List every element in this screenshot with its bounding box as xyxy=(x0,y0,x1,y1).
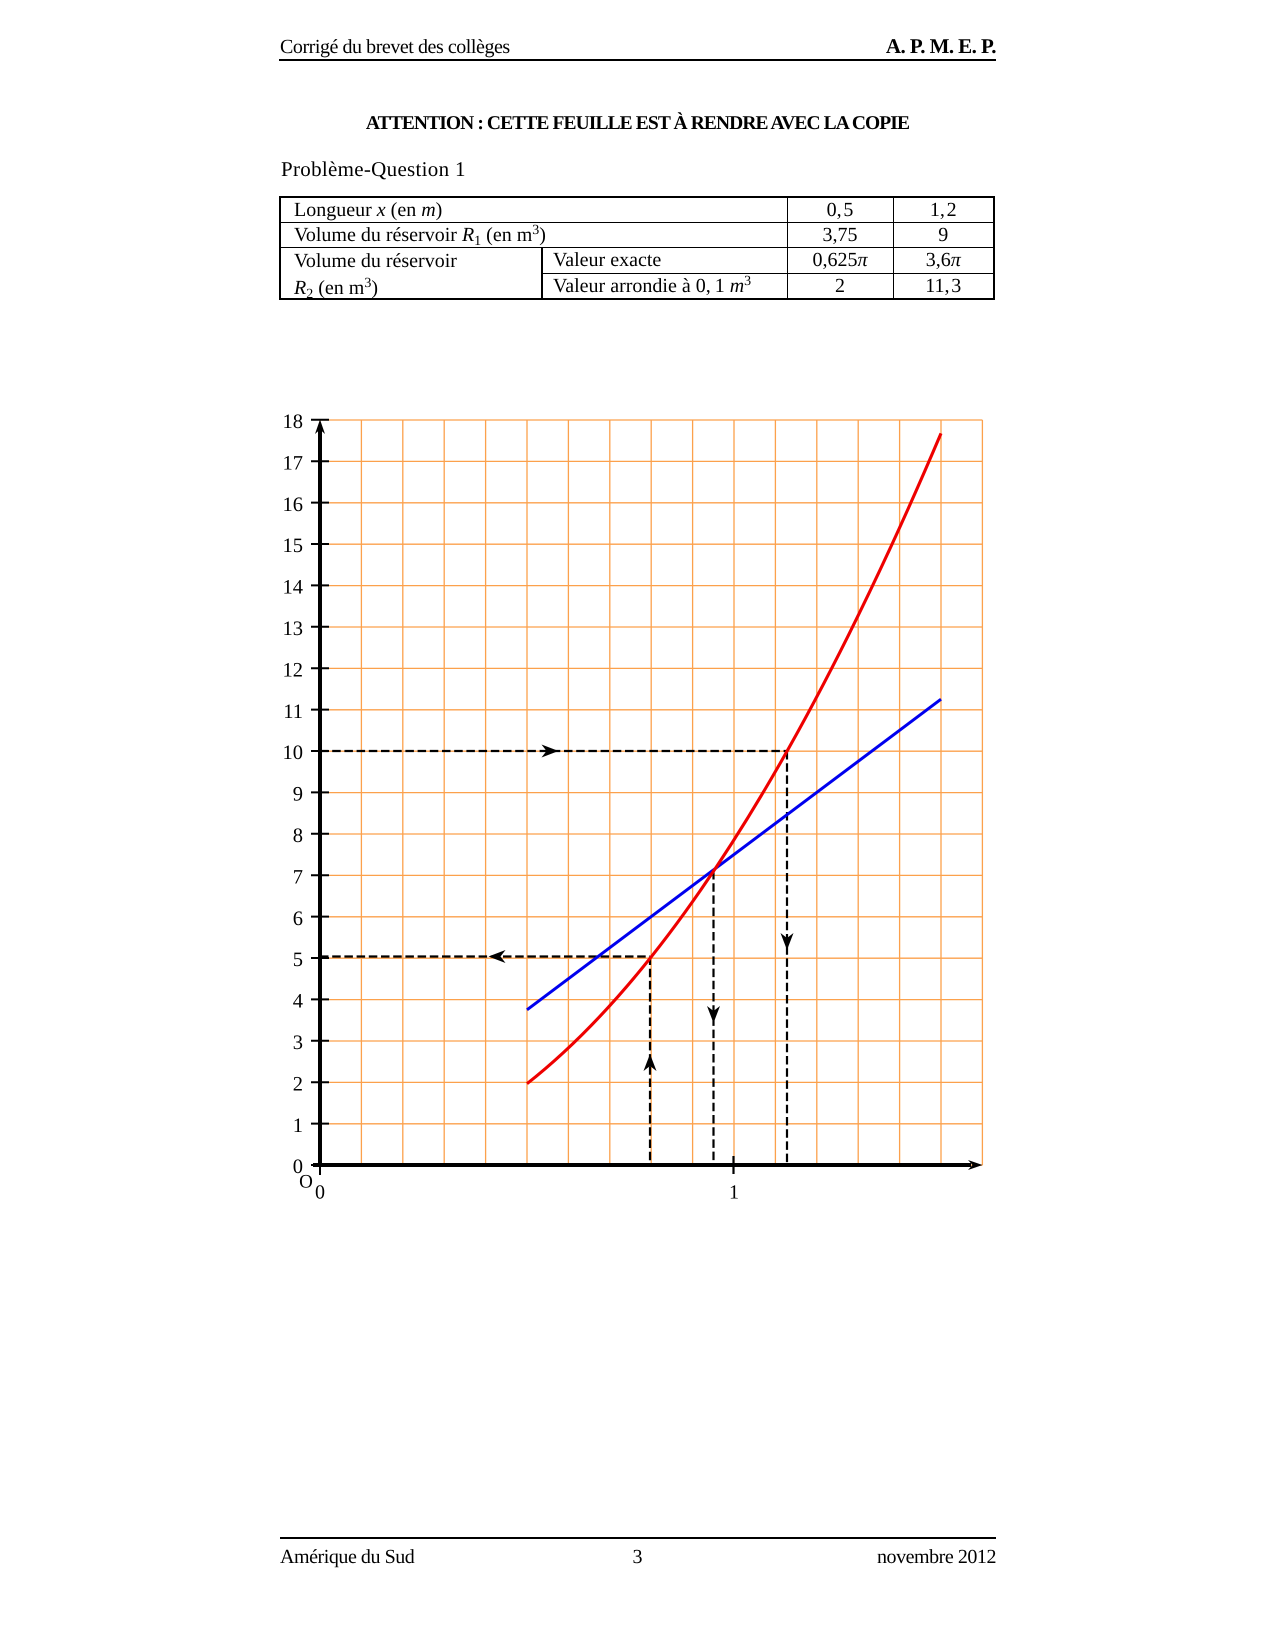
svg-text:4: 4 xyxy=(293,991,303,1013)
svg-text:0: 0 xyxy=(315,1182,325,1204)
svg-text:2: 2 xyxy=(293,1073,303,1095)
svg-text:3: 3 xyxy=(293,1032,303,1054)
svg-text:9: 9 xyxy=(293,784,303,806)
svg-text:5: 5 xyxy=(293,949,303,971)
svg-text:18: 18 xyxy=(283,411,304,433)
svg-text:12: 12 xyxy=(283,659,304,681)
svg-text:10: 10 xyxy=(283,742,304,764)
svg-text:7: 7 xyxy=(293,866,303,888)
svg-text:6: 6 xyxy=(293,908,303,930)
svg-text:1: 1 xyxy=(729,1182,739,1204)
svg-text:13: 13 xyxy=(283,618,304,640)
svg-text:11: 11 xyxy=(283,701,303,723)
svg-text:17: 17 xyxy=(283,452,304,474)
svg-text:8: 8 xyxy=(293,825,303,847)
svg-text:15: 15 xyxy=(283,535,304,557)
svg-text:16: 16 xyxy=(283,494,304,516)
svg-text:14: 14 xyxy=(283,577,304,599)
svg-text:O: O xyxy=(299,1172,313,1193)
svg-text:1: 1 xyxy=(293,1115,303,1137)
svg-text:0: 0 xyxy=(293,1156,303,1178)
